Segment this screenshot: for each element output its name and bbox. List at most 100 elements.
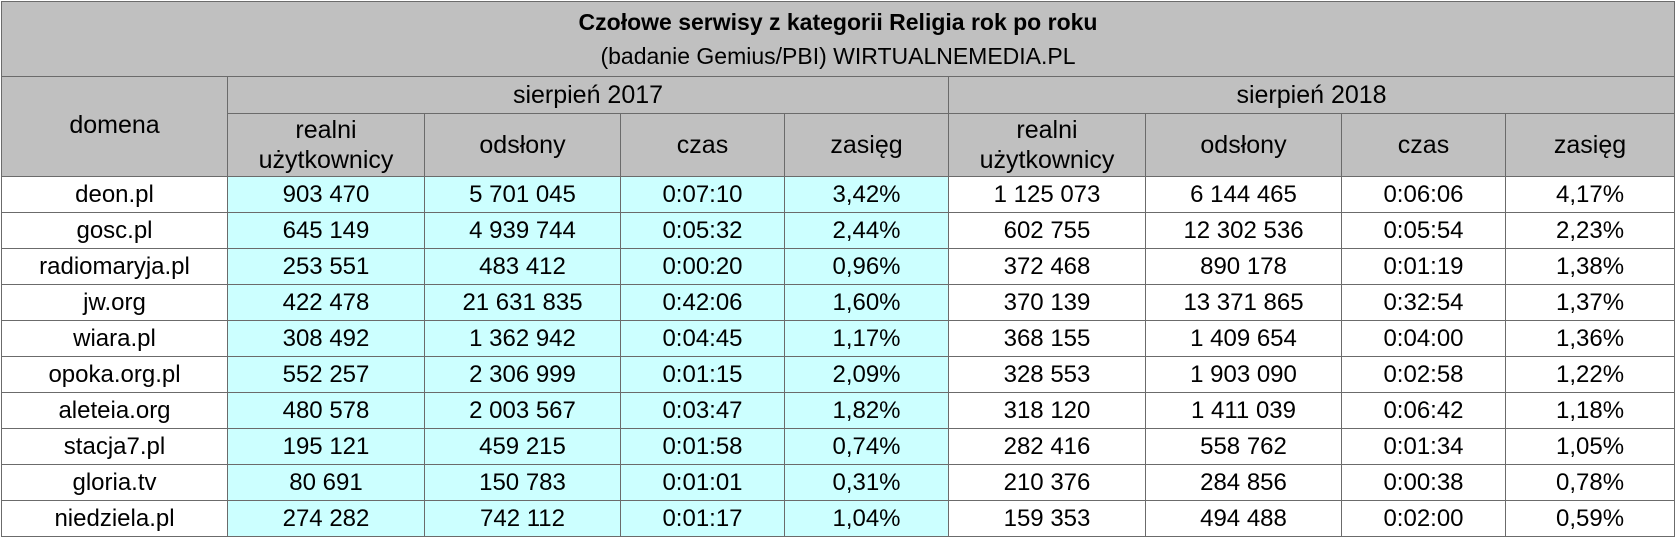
metric-header-time-2018: czas — [1341, 113, 1506, 177]
cell-users-2018: 282 416 — [948, 428, 1146, 465]
cell-users-2018: 318 120 — [948, 392, 1146, 429]
cell-time-2018: 0:04:00 — [1341, 320, 1506, 357]
cell-time-2017: 0:42:06 — [620, 284, 785, 321]
cell-domain: opoka.org.pl — [1, 356, 228, 393]
metric-header-time-2017: czas — [620, 113, 785, 177]
cell-reach-2018: 1,36% — [1504, 320, 1675, 357]
cell-reach-2018: 4,17% — [1504, 176, 1675, 213]
cell-users-2017: 274 282 — [227, 500, 425, 537]
metric-header-pageviews-2018: odsłony — [1145, 113, 1342, 177]
cell-pageviews-2017: 21 631 835 — [424, 284, 621, 321]
table-row: stacja7.pl 195 121 459 215 0:01:58 0,74% 282 … — [1, 428, 1675, 465]
cell-users-2017: 80 691 — [227, 464, 425, 501]
cell-reach-2018: 1,38% — [1504, 248, 1675, 285]
cell-domain: wiara.pl — [1, 320, 228, 357]
cell-users-2017: 422 478 — [227, 284, 425, 321]
cell-time-2018: 0:06:06 — [1341, 176, 1506, 213]
cell-pageviews-2017: 459 215 — [424, 428, 621, 465]
table-row: aleteia.org 480 578 2 003 567 0:03:47 1,82% 3… — [1, 392, 1675, 429]
cell-users-2017: 645 149 — [227, 212, 425, 249]
cell-pageviews-2017: 2 003 567 — [424, 392, 621, 429]
metric-header-pageviews-2017: odsłony — [424, 113, 621, 177]
cell-time-2017: 0:01:17 — [620, 500, 785, 537]
cell-users-2018: 602 755 — [948, 212, 1146, 249]
cell-reach-2017: 1,04% — [784, 500, 949, 537]
cell-reach-2018: 1,37% — [1504, 284, 1675, 321]
metric-header-users-2018: realni użytkownicy — [948, 113, 1146, 177]
cell-reach-2017: 1,82% — [784, 392, 949, 429]
metric-header-row: realni użytkownicy odsłony czas zasięg realn… — [2, 113, 1675, 177]
title-row: Czołowe serwisy z kategorii Religia rok … — [0, 1, 1675, 77]
table-row: wiara.pl 308 492 1 362 942 0:04:45 1,17% 368 … — [1, 320, 1675, 357]
cell-users-2017: 903 470 — [227, 176, 425, 213]
cell-pageviews-2018: 1 409 654 — [1145, 320, 1342, 357]
cell-time-2018: 0:02:00 — [1341, 500, 1506, 537]
cell-domain: niedziela.pl — [1, 500, 228, 537]
cell-pageviews-2017: 483 412 — [424, 248, 621, 285]
cell-reach-2017: 0,74% — [784, 428, 949, 465]
period-header-2018: sierpień 2018 — [947, 76, 1675, 114]
cell-domain: gosc.pl — [1, 212, 228, 249]
cell-time-2018: 0:06:42 — [1341, 392, 1506, 429]
cell-users-2018: 368 155 — [948, 320, 1146, 357]
cell-time-2017: 0:04:45 — [620, 320, 785, 357]
cell-time-2018: 0:32:54 — [1341, 284, 1506, 321]
chart-subtitle: (badanie Gemius/PBI) WIRTUALNEMEDIA.PL — [600, 43, 1076, 69]
cell-time-2018: 0:05:54 — [1341, 212, 1506, 249]
cell-pageviews-2018: 13 371 865 — [1145, 284, 1342, 321]
cell-pageviews-2018: 1 903 090 — [1145, 356, 1342, 393]
cell-pageviews-2017: 5 701 045 — [424, 176, 621, 213]
cell-pageviews-2017: 1 362 942 — [424, 320, 621, 357]
cell-time-2017: 0:00:20 — [620, 248, 785, 285]
cell-users-2018: 370 139 — [948, 284, 1146, 321]
table-row: gosc.pl 645 149 4 939 744 0:05:32 2,44% 602 7… — [1, 212, 1675, 249]
cell-time-2018: 0:01:19 — [1341, 248, 1506, 285]
cell-domain: jw.org — [1, 284, 228, 321]
table-row: radiomaryja.pl 253 551 483 412 0:00:20 0,96%… — [1, 248, 1675, 285]
cell-users-2017: 195 121 — [227, 428, 425, 465]
cell-reach-2018: 1,22% — [1504, 356, 1675, 393]
cell-users-2018: 328 553 — [948, 356, 1146, 393]
cell-users-2017: 253 551 — [227, 248, 425, 285]
cell-domain: aleteia.org — [1, 392, 228, 429]
cell-time-2017: 0:03:47 — [620, 392, 785, 429]
cell-time-2018: 0:02:58 — [1341, 356, 1506, 393]
cell-pageviews-2018: 6 144 465 — [1145, 176, 1342, 213]
cell-users-2018: 210 376 — [948, 464, 1146, 501]
cell-users-2018: 1 125 073 — [948, 176, 1146, 213]
cell-reach-2017: 1,17% — [784, 320, 949, 357]
cell-domain: radiomaryja.pl — [1, 248, 228, 285]
table-row: deon.pl 903 470 5 701 045 0:07:10 3,42% 1 125… — [1, 176, 1675, 213]
cell-pageviews-2018: 494 488 — [1145, 500, 1342, 537]
cell-pageviews-2018: 890 178 — [1145, 248, 1342, 285]
cell-pageviews-2017: 150 783 — [424, 464, 621, 501]
cell-reach-2017: 2,09% — [784, 356, 949, 393]
cell-pageviews-2018: 12 302 536 — [1145, 212, 1342, 249]
data-table: Czołowe serwisy z kategorii Religia rok … — [0, 1, 1675, 537]
table-row: opoka.org.pl 552 257 2 306 999 0:01:15 2,09%… — [1, 356, 1675, 393]
cell-domain: gloria.tv — [1, 464, 228, 501]
cell-reach-2018: 1,05% — [1504, 428, 1675, 465]
cell-pageviews-2017: 4 939 744 — [424, 212, 621, 249]
table-row: niedziela.pl 274 282 742 112 0:01:17 1,04% 15… — [1, 500, 1675, 537]
domain-header: domena — [1, 76, 228, 177]
table-row: gloria.tv 80 691 150 783 0:01:01 0,31% 210 37… — [1, 464, 1675, 501]
cell-time-2018: 0:01:34 — [1341, 428, 1506, 465]
cell-time-2017: 0:05:32 — [620, 212, 785, 249]
title-cell: Czołowe serwisy z kategorii Religia rok … — [0, 1, 1675, 77]
cell-pageviews-2018: 1 411 039 — [1145, 392, 1342, 429]
cell-time-2018: 0:00:38 — [1341, 464, 1506, 501]
cell-reach-2017: 0,31% — [784, 464, 949, 501]
chart-title: Czołowe serwisy z kategorii Religia rok … — [578, 9, 1098, 35]
period-header-2017: sierpień 2017 — [227, 76, 949, 114]
cell-users-2017: 480 578 — [227, 392, 425, 429]
cell-time-2017: 0:01:01 — [620, 464, 785, 501]
cell-reach-2017: 2,44% — [784, 212, 949, 249]
cell-pageviews-2017: 2 306 999 — [424, 356, 621, 393]
period-header-row: domena sierpień 2017 sierpień 2018 — [1, 76, 1675, 177]
cell-reach-2017: 1,60% — [784, 284, 949, 321]
metric-header-reach-2017: zasięg — [784, 113, 949, 177]
cell-reach-2018: 1,18% — [1504, 392, 1675, 429]
cell-users-2017: 552 257 — [227, 356, 425, 393]
